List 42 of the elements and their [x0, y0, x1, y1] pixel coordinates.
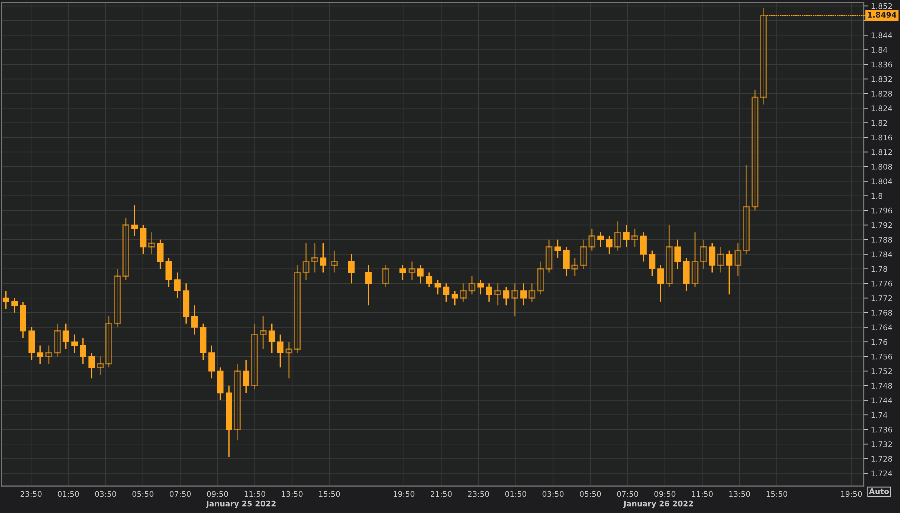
candlestick — [434, 279, 442, 296]
candlestick — [12, 298, 18, 314]
candlestick — [277, 334, 284, 368]
candlestick — [2, 290, 10, 310]
candlestick — [649, 250, 656, 278]
candlestick — [503, 286, 510, 306]
candlestick — [268, 323, 276, 354]
candlestick — [520, 283, 527, 306]
candlestick — [140, 224, 147, 256]
candlestick — [80, 338, 86, 365]
candlestick — [174, 272, 181, 299]
candlestick — [443, 283, 450, 303]
candlestick — [217, 367, 224, 402]
candlestick — [417, 264, 424, 284]
candlestick — [658, 264, 664, 303]
candlestick — [320, 242, 327, 274]
candlestick — [623, 224, 630, 248]
candlestick — [683, 258, 690, 292]
candlestick — [606, 236, 613, 256]
candlestick — [598, 232, 604, 248]
candlestick — [88, 352, 96, 380]
candlestick — [726, 250, 733, 296]
candlestick — [28, 326, 36, 361]
candlestick — [452, 290, 458, 306]
candlestick — [132, 204, 138, 237]
candlestick — [366, 264, 372, 306]
candlestick — [640, 232, 647, 262]
candlestick — [486, 283, 493, 303]
candlestick — [192, 304, 198, 336]
candlestick — [243, 360, 250, 394]
candlestick — [563, 246, 570, 278]
candlestick — [400, 264, 406, 281]
candlestick — [478, 279, 484, 296]
candlestick — [37, 345, 44, 365]
candlestick — [62, 323, 70, 350]
candlestick — [709, 242, 716, 274]
candlestick — [426, 272, 433, 288]
candlestick — [208, 345, 216, 380]
candlestick — [554, 239, 562, 259]
candlestick — [348, 254, 355, 284]
candlestick — [674, 239, 682, 270]
candlestick — [72, 334, 78, 354]
